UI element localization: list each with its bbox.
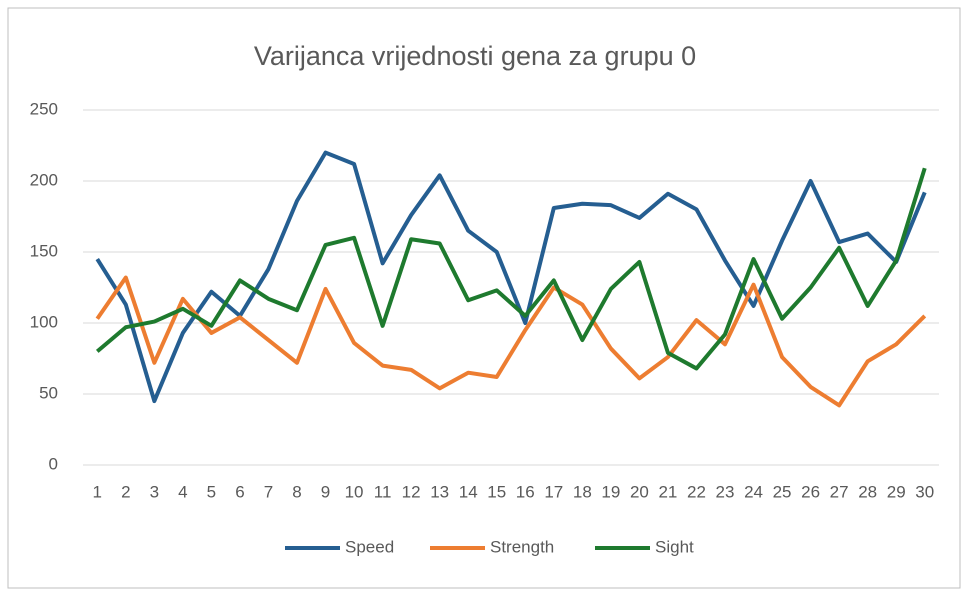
x-tick-label: 26 bbox=[801, 482, 820, 501]
x-tick-label: 15 bbox=[487, 482, 506, 501]
x-tick-label: 13 bbox=[430, 482, 449, 501]
chart-title: Varijanca vrijednosti gena za grupu 0 bbox=[254, 41, 696, 71]
x-tick-label: 27 bbox=[830, 482, 849, 501]
x-tick-label: 28 bbox=[858, 482, 877, 501]
y-tick-label: 150 bbox=[30, 241, 58, 260]
x-tick-label: 14 bbox=[459, 482, 478, 501]
x-tick-label: 25 bbox=[773, 482, 792, 501]
x-tick-label: 12 bbox=[402, 482, 421, 501]
legend-label: Sight bbox=[655, 537, 694, 556]
x-tick-label: 24 bbox=[744, 482, 763, 501]
x-tick-label: 5 bbox=[207, 482, 216, 501]
line-series bbox=[95, 167, 927, 371]
line-series bbox=[95, 150, 927, 404]
x-tick-label: 3 bbox=[150, 482, 159, 501]
y-tick-label: 100 bbox=[30, 312, 58, 331]
x-tick-label: 19 bbox=[601, 482, 620, 501]
x-tick-label: 17 bbox=[544, 482, 563, 501]
y-tick-label: 250 bbox=[30, 99, 58, 118]
x-tick-label: 1 bbox=[93, 482, 102, 501]
x-tick-label: 6 bbox=[235, 482, 244, 501]
x-tick-label: 7 bbox=[264, 482, 273, 501]
x-tick-label: 23 bbox=[716, 482, 735, 501]
x-tick-label: 9 bbox=[321, 482, 330, 501]
x-tick-label: 20 bbox=[630, 482, 649, 501]
x-tick-label: 11 bbox=[374, 482, 392, 501]
x-tick-label: 10 bbox=[345, 482, 364, 501]
x-tick-label: 4 bbox=[178, 482, 187, 501]
legend-label: Speed bbox=[345, 537, 394, 556]
x-tick-label: 29 bbox=[887, 482, 906, 501]
line-series bbox=[95, 275, 927, 408]
x-tick-label: 18 bbox=[573, 482, 592, 501]
y-tick-label: 200 bbox=[30, 170, 58, 189]
x-tick-label: 22 bbox=[687, 482, 706, 501]
y-tick-label: 50 bbox=[39, 383, 58, 402]
x-tick-label: 30 bbox=[915, 482, 934, 501]
y-tick-label: 0 bbox=[49, 454, 58, 473]
x-tick-label: 8 bbox=[292, 482, 301, 501]
x-tick-label: 21 bbox=[658, 482, 677, 501]
x-tick-label: 16 bbox=[516, 482, 535, 501]
legend-label: Strength bbox=[490, 537, 554, 556]
x-tick-label: 2 bbox=[121, 482, 130, 501]
